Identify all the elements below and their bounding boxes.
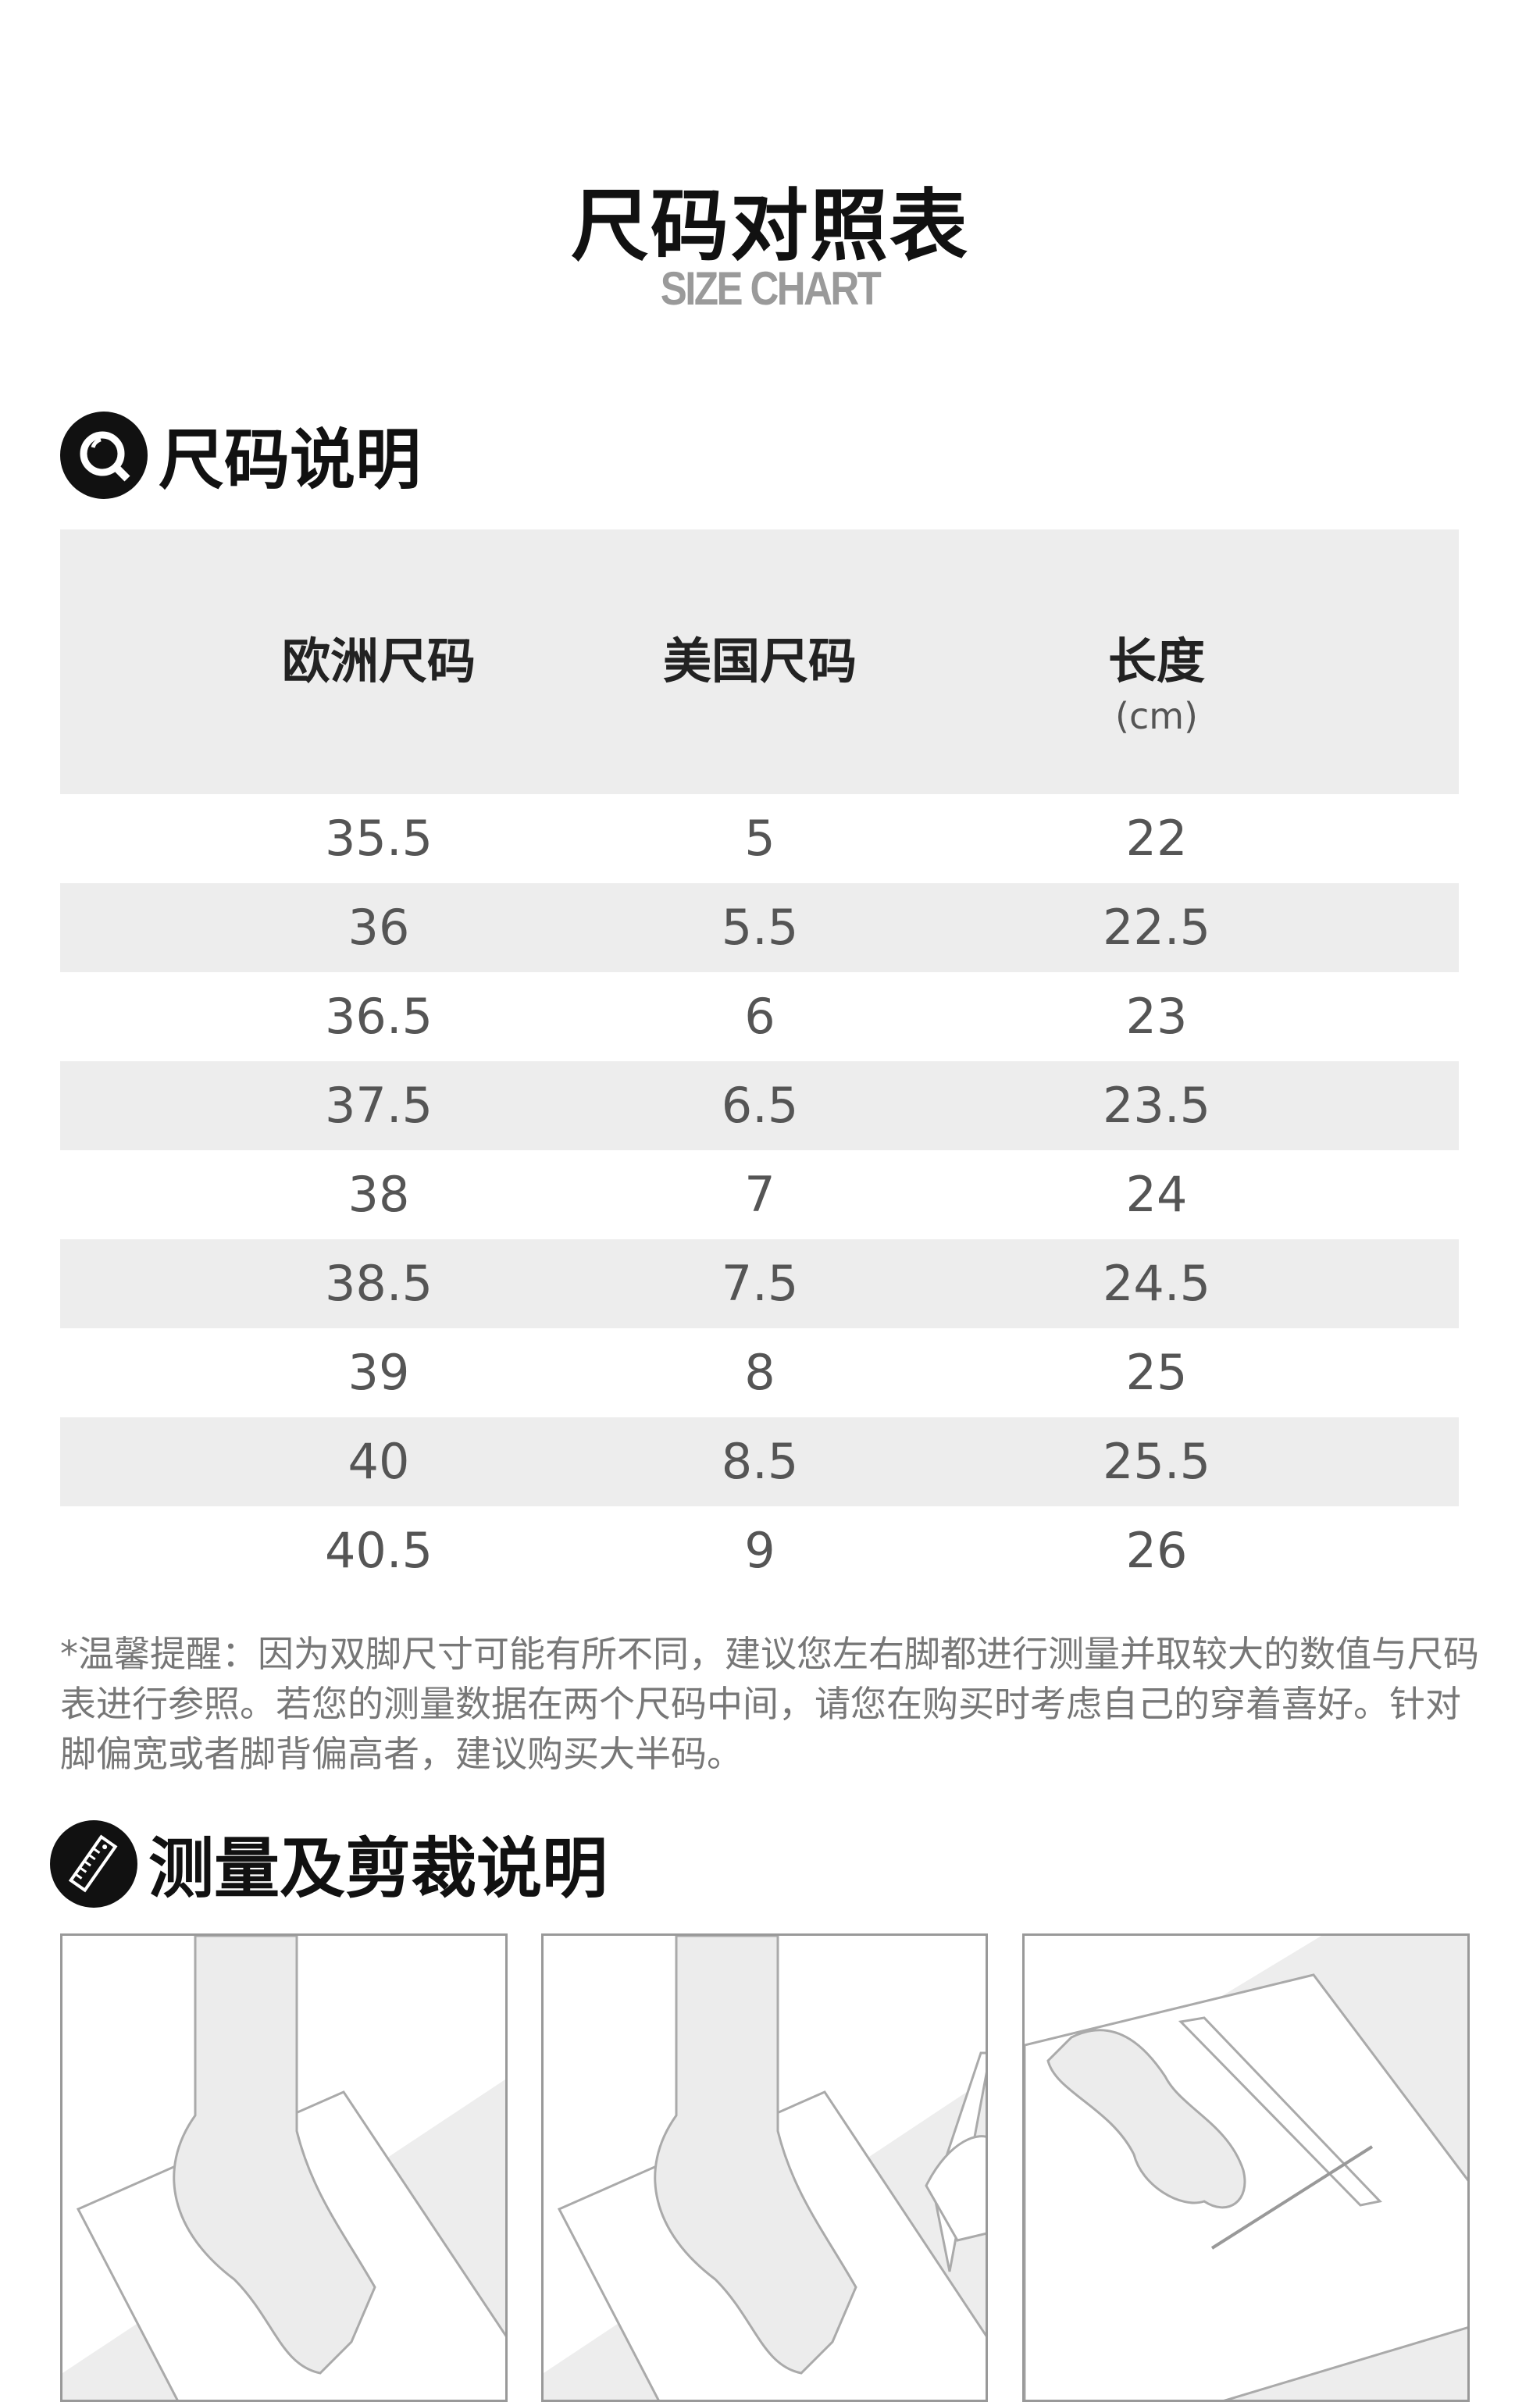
size-section-title: 尺码说明: [159, 422, 422, 498]
table-row: 40.5 9 26: [60, 1506, 1459, 1595]
cell-eu-size: 38.5: [324, 1255, 433, 1312]
cell-us-size: 9: [744, 1522, 775, 1579]
table-row: 36 5.5 22.5: [60, 883, 1459, 972]
cell-eu-size: 37.5: [324, 1077, 433, 1134]
cell-length-cm: 26: [1125, 1522, 1188, 1579]
cell-eu-size: 36.5: [324, 988, 433, 1045]
table-row: 38 7 24: [60, 1150, 1459, 1239]
cell-us-size: 6.5: [721, 1077, 799, 1134]
cell-length-cm: 25: [1125, 1344, 1188, 1401]
column-header-eu: 欧洲尺码: [281, 633, 476, 690]
cell-us-size: 8: [744, 1344, 775, 1401]
cell-us-size: 7: [744, 1166, 775, 1223]
foot-on-paper-illustration: [60, 1933, 508, 2402]
table-header: 欧洲尺码 美国尺码 长度 (cm): [60, 529, 1459, 794]
cell-eu-size: 39: [348, 1344, 410, 1401]
cell-eu-size: 36: [348, 899, 410, 956]
cell-eu-size: 40.5: [324, 1522, 433, 1579]
table-row: 38.5 7.5 24.5: [60, 1239, 1459, 1328]
cell-length-cm: 24: [1125, 1166, 1188, 1223]
cell-eu-size: 38: [348, 1166, 410, 1223]
cell-length-cm: 23: [1125, 988, 1188, 1045]
magnifier-icon: [60, 411, 148, 499]
table-row: 39 8 25: [60, 1328, 1459, 1417]
cell-length-cm: 22: [1125, 810, 1188, 867]
measure-section-heading: 测量及剪裁说明: [50, 1816, 608, 1911]
cell-eu-size: 35.5: [324, 810, 433, 867]
cell-length-cm: 22.5: [1102, 899, 1211, 956]
sizing-note: *温馨提醒：因为双脚尺寸可能有所不同，建议您左右脚都进行测量并取较大的数值与尺码…: [60, 1633, 1479, 1775]
cell-length-cm: 23.5: [1102, 1077, 1211, 1134]
cell-us-size: 6: [744, 988, 775, 1045]
page-subtitle: SIZE CHART: [660, 262, 882, 315]
page-title: 尺码对照表: [571, 180, 969, 272]
cell-us-size: 8.5: [721, 1433, 799, 1490]
table-row: 40 8.5 25.5: [60, 1417, 1459, 1506]
trace-foot-illustration: [541, 1933, 988, 2402]
measure-section-title: 测量及剪裁说明: [148, 1830, 608, 1907]
cell-length-cm: 25.5: [1102, 1433, 1211, 1490]
cell-us-size: 7.5: [721, 1255, 799, 1312]
cell-us-size: 5.5: [721, 899, 799, 956]
size-table: 欧洲尺码 美国尺码 长度 (cm) 35.5 5 22 36 5.5 22.5 36.5 6 23…: [60, 529, 1459, 1595]
column-header-us: 美国尺码: [662, 633, 857, 690]
cell-us-size: 5: [744, 810, 775, 867]
table-row: 35.5 5 22: [60, 794, 1459, 883]
length-unit: (cm): [1115, 695, 1198, 737]
size-section-heading: 尺码说明: [60, 408, 421, 502]
ruler-icon: [50, 1819, 137, 1908]
table-row: 37.5 6.5 23.5: [60, 1061, 1459, 1150]
cell-eu-size: 40: [348, 1433, 410, 1490]
cell-length-cm: 24.5: [1102, 1255, 1211, 1312]
measure-footprint-illustration: [1022, 1933, 1470, 2402]
column-header-length: 长度 (cm): [1000, 622, 1313, 737]
measurement-illustrations: [0, 1933, 1540, 2402]
table-row: 36.5 6 23: [60, 972, 1459, 1061]
